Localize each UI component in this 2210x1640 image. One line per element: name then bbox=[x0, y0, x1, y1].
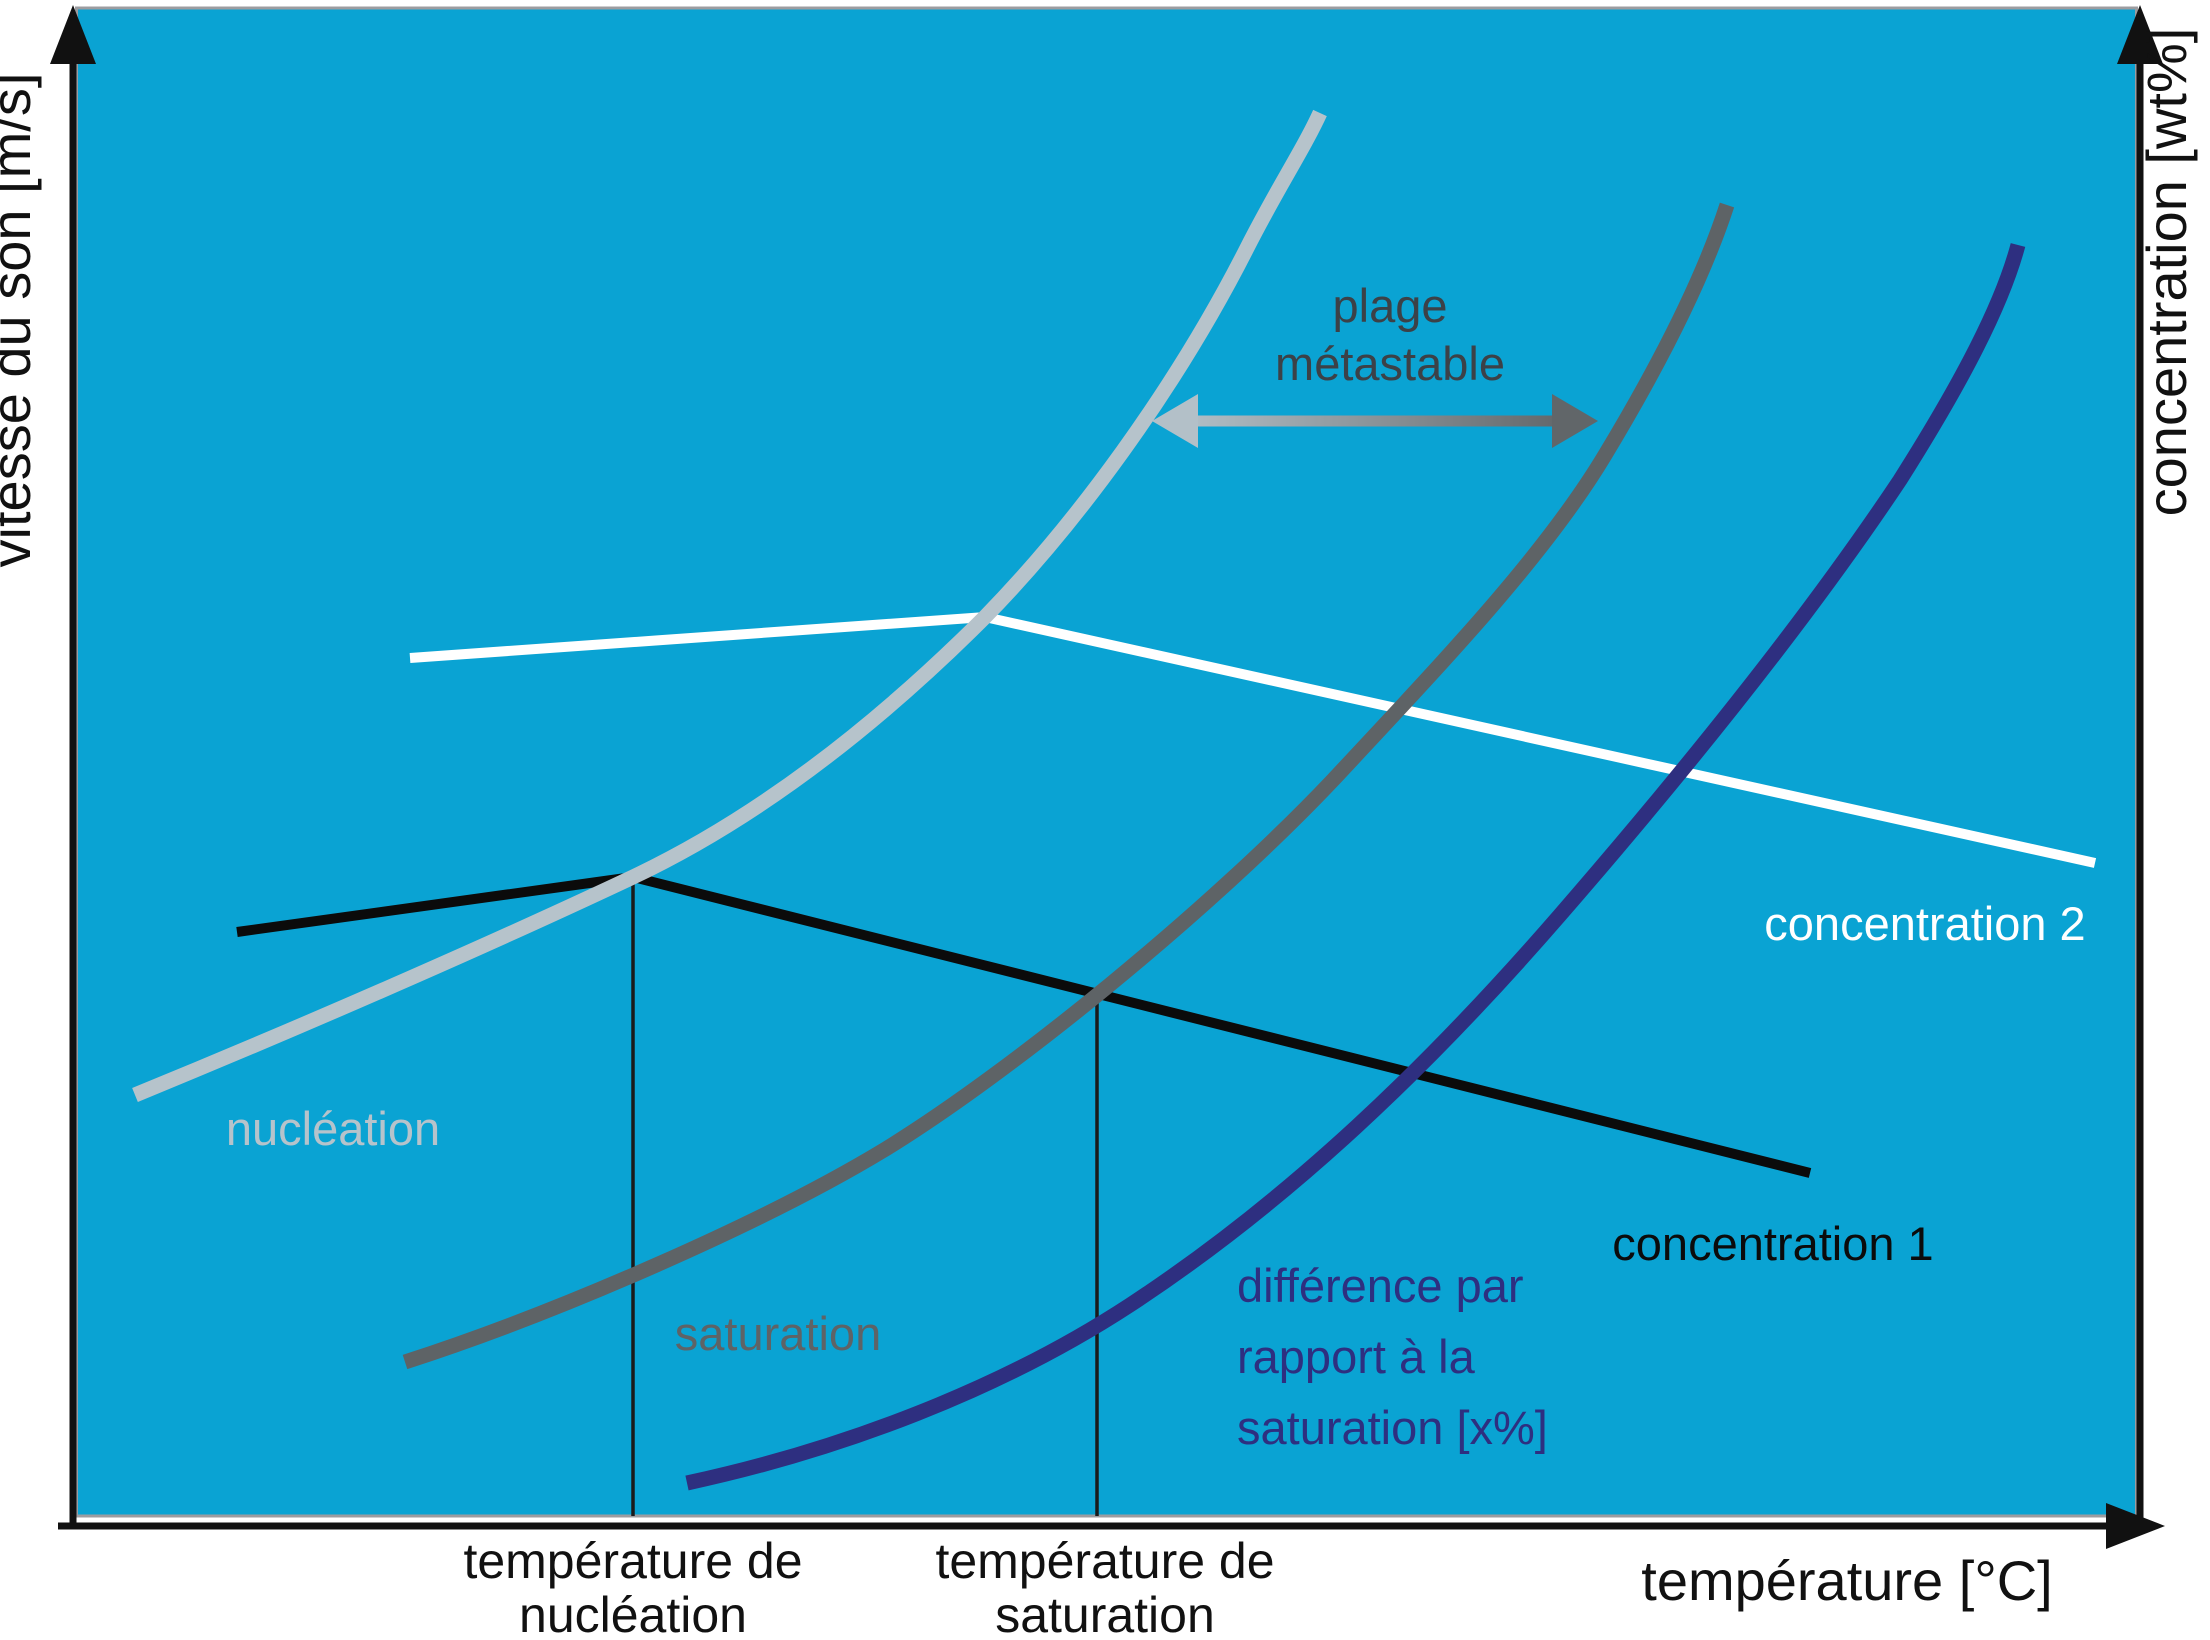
svg-text:température de: température de bbox=[935, 1533, 1274, 1589]
svg-text:température de: température de bbox=[463, 1533, 802, 1589]
svg-text:nucléation: nucléation bbox=[519, 1587, 747, 1640]
metastable-range-arrow bbox=[1152, 394, 1598, 448]
y-left-axis-label: vitesse du son [m/s] bbox=[0, 73, 42, 568]
saturation-temperature-label: température de saturation bbox=[935, 1533, 1274, 1640]
difference-curve bbox=[685, 243, 2026, 1491]
saturation-curve bbox=[402, 202, 1735, 1370]
svg-text:plage: plage bbox=[1333, 279, 1448, 332]
arrow-right-head bbox=[1552, 394, 1598, 448]
svg-text:saturation: saturation bbox=[995, 1587, 1215, 1640]
difference-curve-label: différence par rapport à la saturation [… bbox=[1237, 1259, 1548, 1454]
x-axis-arrowhead-icon bbox=[2106, 1503, 2165, 1549]
x-axis-label: température [°C] bbox=[1641, 1549, 2052, 1612]
svg-text:rapport à la: rapport à la bbox=[1237, 1330, 1476, 1383]
axes bbox=[50, 5, 2165, 1549]
nucleation-curve-label: nucléation bbox=[226, 1102, 440, 1155]
nucleation-temperature-label: température de nucléation bbox=[463, 1533, 802, 1640]
concentration1-label: concentration 1 bbox=[1612, 1217, 1933, 1270]
arrow-left-head bbox=[1152, 394, 1198, 448]
y-right-axis-label: concentration [wt%] bbox=[2135, 28, 2198, 517]
metastable-range-label: plage métastable bbox=[1275, 279, 1505, 390]
svg-text:métastable: métastable bbox=[1275, 337, 1505, 390]
y-left-axis-arrowhead-icon bbox=[50, 5, 96, 64]
y-right-axis-arrowhead-icon bbox=[2117, 5, 2163, 64]
svg-text:saturation [x%]: saturation [x%] bbox=[1237, 1401, 1548, 1454]
svg-text:différence par: différence par bbox=[1237, 1259, 1524, 1312]
saturation-curve-label: saturation bbox=[675, 1307, 881, 1360]
plot-area bbox=[75, 6, 2138, 1518]
nucleation-curve bbox=[132, 109, 1327, 1102]
concentration2-label: concentration 2 bbox=[1764, 897, 2085, 950]
